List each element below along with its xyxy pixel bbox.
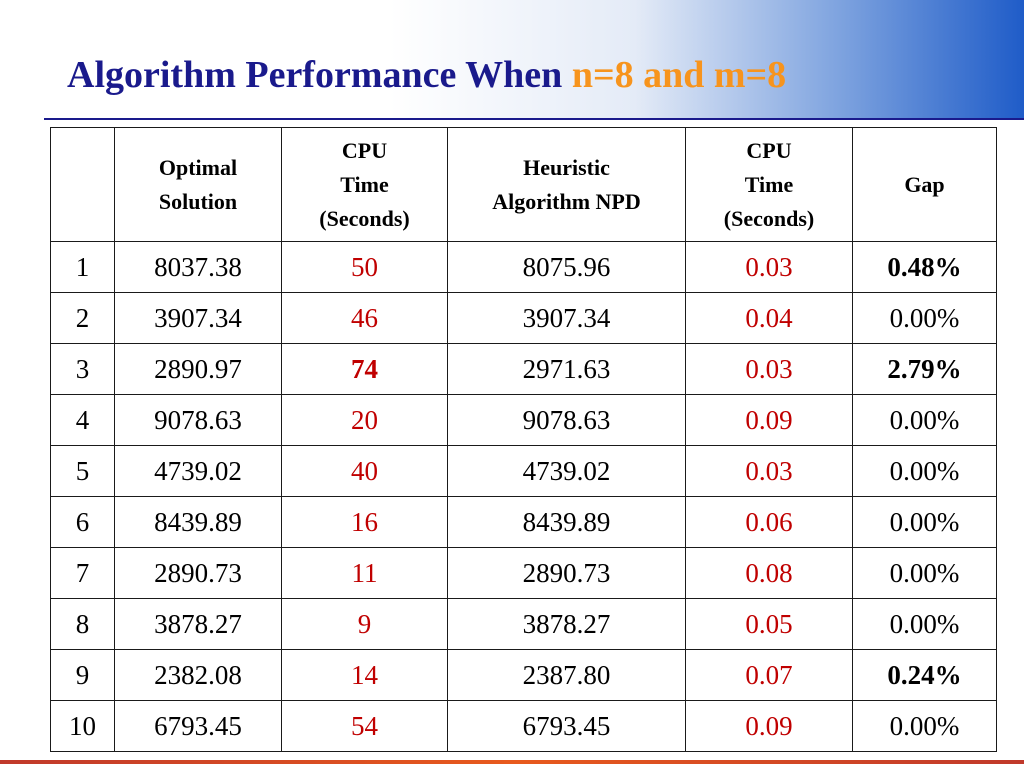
cell-heuristic-value: 8075.96 (447, 241, 686, 293)
table-row: 7 2890.73 11 2890.73 0.08 0.00% (50, 547, 997, 599)
title-underline (44, 118, 1024, 120)
cell-optimal-solution: 8037.38 (114, 241, 282, 293)
cell-cpu-time-heuristic: 0.09 (685, 700, 853, 752)
table-row: 9 2382.08 14 2387.80 0.07 0.24% (50, 649, 997, 701)
cell-index: 5 (50, 445, 115, 497)
cell-heuristic-value: 3907.34 (447, 292, 686, 344)
cell-cpu-time-heuristic: 0.09 (685, 394, 853, 446)
cell-heuristic-value: 2890.73 (447, 547, 686, 599)
cell-index: 4 (50, 394, 115, 446)
table-row: 10 6793.45 54 6793.45 0.09 0.00% (50, 700, 997, 752)
cell-heuristic-value: 8439.89 (447, 496, 686, 548)
slide-title-accent: n=8 and m=8 (571, 54, 787, 96)
cell-index: 2 (50, 292, 115, 344)
cell-cpu-time-heuristic: 0.03 (685, 343, 853, 395)
header-optimal-solution: Optimal Solution (114, 127, 282, 242)
cell-cpu-time-optimal: 20 (281, 394, 448, 446)
cell-optimal-solution: 2890.73 (114, 547, 282, 599)
cell-optimal-solution: 3907.34 (114, 292, 282, 344)
table-row: 2 3907.34 46 3907.34 0.04 0.00% (50, 292, 997, 344)
cell-heuristic-value: 9078.63 (447, 394, 686, 446)
cell-gap: 2.79% (852, 343, 997, 395)
cell-cpu-time-heuristic: 0.03 (685, 445, 853, 497)
cell-optimal-solution: 8439.89 (114, 496, 282, 548)
cell-cpu-time-optimal: 9 (281, 598, 448, 650)
cell-cpu-time-optimal: 11 (281, 547, 448, 599)
cell-index: 1 (50, 241, 115, 293)
cell-cpu-time-heuristic: 0.08 (685, 547, 853, 599)
title-banner (0, 0, 1024, 118)
cell-heuristic-value: 2387.80 (447, 649, 686, 701)
table-row: 5 4739.02 40 4739.02 0.03 0.00% (50, 445, 997, 497)
cell-optimal-solution: 9078.63 (114, 394, 282, 446)
cell-cpu-time-heuristic: 0.05 (685, 598, 853, 650)
cell-cpu-time-optimal: 40 (281, 445, 448, 497)
header-index (50, 127, 115, 242)
cell-cpu-time-heuristic: 0.07 (685, 649, 853, 701)
table-row: 6 8439.89 16 8439.89 0.06 0.00% (50, 496, 997, 548)
cell-heuristic-value: 3878.27 (447, 598, 686, 650)
cell-index: 7 (50, 547, 115, 599)
cell-index: 3 (50, 343, 115, 395)
cell-gap: 0.00% (852, 547, 997, 599)
cell-index: 8 (50, 598, 115, 650)
cell-cpu-time-optimal: 46 (281, 292, 448, 344)
table-header-row: Optimal Solution CPU Time (Seconds) Heur… (50, 127, 997, 242)
cell-optimal-solution: 6793.45 (114, 700, 282, 752)
table-row: 1 8037.38 50 8075.96 0.03 0.48% (50, 241, 997, 293)
cell-cpu-time-optimal: 74 (281, 343, 448, 395)
footer-rule (0, 760, 1024, 764)
cell-heuristic-value: 4739.02 (447, 445, 686, 497)
table-body: 1 8037.38 50 8075.96 0.03 0.48% 2 3907.34 46 3907… (50, 241, 997, 752)
header-gap: Gap (852, 127, 997, 242)
cell-cpu-time-optimal: 14 (281, 649, 448, 701)
cell-index: 9 (50, 649, 115, 701)
cell-optimal-solution: 2382.08 (114, 649, 282, 701)
cell-heuristic-value: 6793.45 (447, 700, 686, 752)
cell-optimal-solution: 4739.02 (114, 445, 282, 497)
cell-gap: 0.00% (852, 394, 997, 446)
results-table: Optimal Solution CPU Time (Seconds) Heur… (50, 127, 997, 752)
cell-gap: 0.00% (852, 598, 997, 650)
table-row: 3 2890.97 74 2971.63 0.03 2.79% (50, 343, 997, 395)
cell-index: 6 (50, 496, 115, 548)
cell-cpu-time-heuristic: 0.06 (685, 496, 853, 548)
header-cpu-time-heuristic: CPU Time (Seconds) (685, 127, 853, 242)
table-row: 8 3878.27 9 3878.27 0.05 0.00% (50, 598, 997, 650)
cell-cpu-time-heuristic: 0.04 (685, 292, 853, 344)
cell-cpu-time-optimal: 16 (281, 496, 448, 548)
cell-gap: 0.00% (852, 292, 997, 344)
cell-gap: 0.48% (852, 241, 997, 293)
cell-cpu-time-optimal: 50 (281, 241, 448, 293)
cell-optimal-solution: 2890.97 (114, 343, 282, 395)
slide-title: Algorithm Performance When n=8 and m=8 (67, 52, 786, 98)
cell-gap: 0.00% (852, 700, 997, 752)
cell-index: 10 (50, 700, 115, 752)
header-cpu-time-optimal: CPU Time (Seconds) (281, 127, 448, 242)
header-heuristic-algorithm: Heuristic Algorithm NPD (447, 127, 686, 242)
cell-heuristic-value: 2971.63 (447, 343, 686, 395)
cell-cpu-time-heuristic: 0.03 (685, 241, 853, 293)
cell-cpu-time-optimal: 54 (281, 700, 448, 752)
cell-gap: 0.24% (852, 649, 997, 701)
cell-gap: 0.00% (852, 445, 997, 497)
table-row: 4 9078.63 20 9078.63 0.09 0.00% (50, 394, 997, 446)
cell-optimal-solution: 3878.27 (114, 598, 282, 650)
cell-gap: 0.00% (852, 496, 997, 548)
slide-title-main: Algorithm Performance When (67, 54, 572, 96)
